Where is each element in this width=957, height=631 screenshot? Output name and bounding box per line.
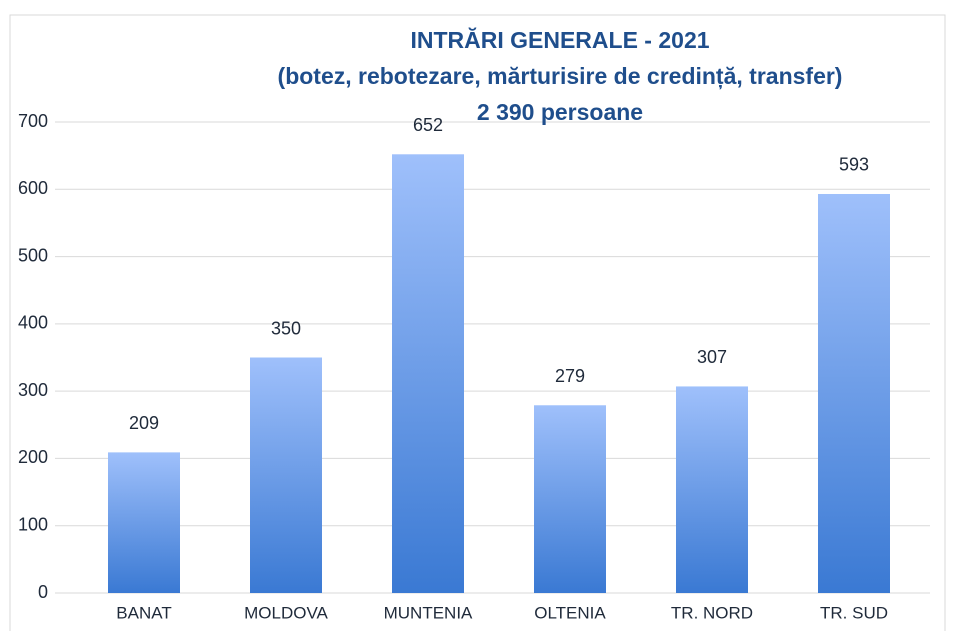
bar <box>818 193 890 593</box>
value-label: 307 <box>697 347 727 367</box>
chart-title: (botez, rebotezare, mărturisire de credi… <box>278 63 843 90</box>
value-label: 350 <box>271 318 301 338</box>
y-tick-label: 400 <box>18 313 48 333</box>
chart-title: 2 390 persoane <box>477 99 643 125</box>
y-tick-label: 300 <box>18 380 48 400</box>
x-tick-label: OLTENIA <box>534 603 606 622</box>
x-tick-label: TR. SUD <box>820 603 888 622</box>
value-label: 279 <box>555 366 585 386</box>
bar <box>534 405 606 593</box>
y-tick-label: 600 <box>18 178 48 198</box>
bar <box>392 154 464 593</box>
y-tick-label: 100 <box>18 514 48 534</box>
value-label: 652 <box>413 115 443 135</box>
x-tick-label: MUNTENIA <box>384 603 473 622</box>
bar <box>108 452 180 593</box>
chart-title: INTRĂRI GENERALE - 2021 <box>410 26 709 53</box>
bar <box>250 357 322 593</box>
x-tick-label: BANAT <box>116 603 171 622</box>
value-label: 593 <box>839 155 869 175</box>
bar <box>676 386 748 593</box>
y-tick-label: 0 <box>38 582 48 602</box>
y-tick-label: 700 <box>18 111 48 131</box>
value-label: 209 <box>129 413 159 433</box>
y-tick-label: 200 <box>18 447 48 467</box>
y-tick-label: 500 <box>18 245 48 265</box>
x-tick-label: TR. NORD <box>671 603 753 622</box>
chart-frame <box>9 14 946 631</box>
x-tick-label: MOLDOVA <box>244 603 328 622</box>
